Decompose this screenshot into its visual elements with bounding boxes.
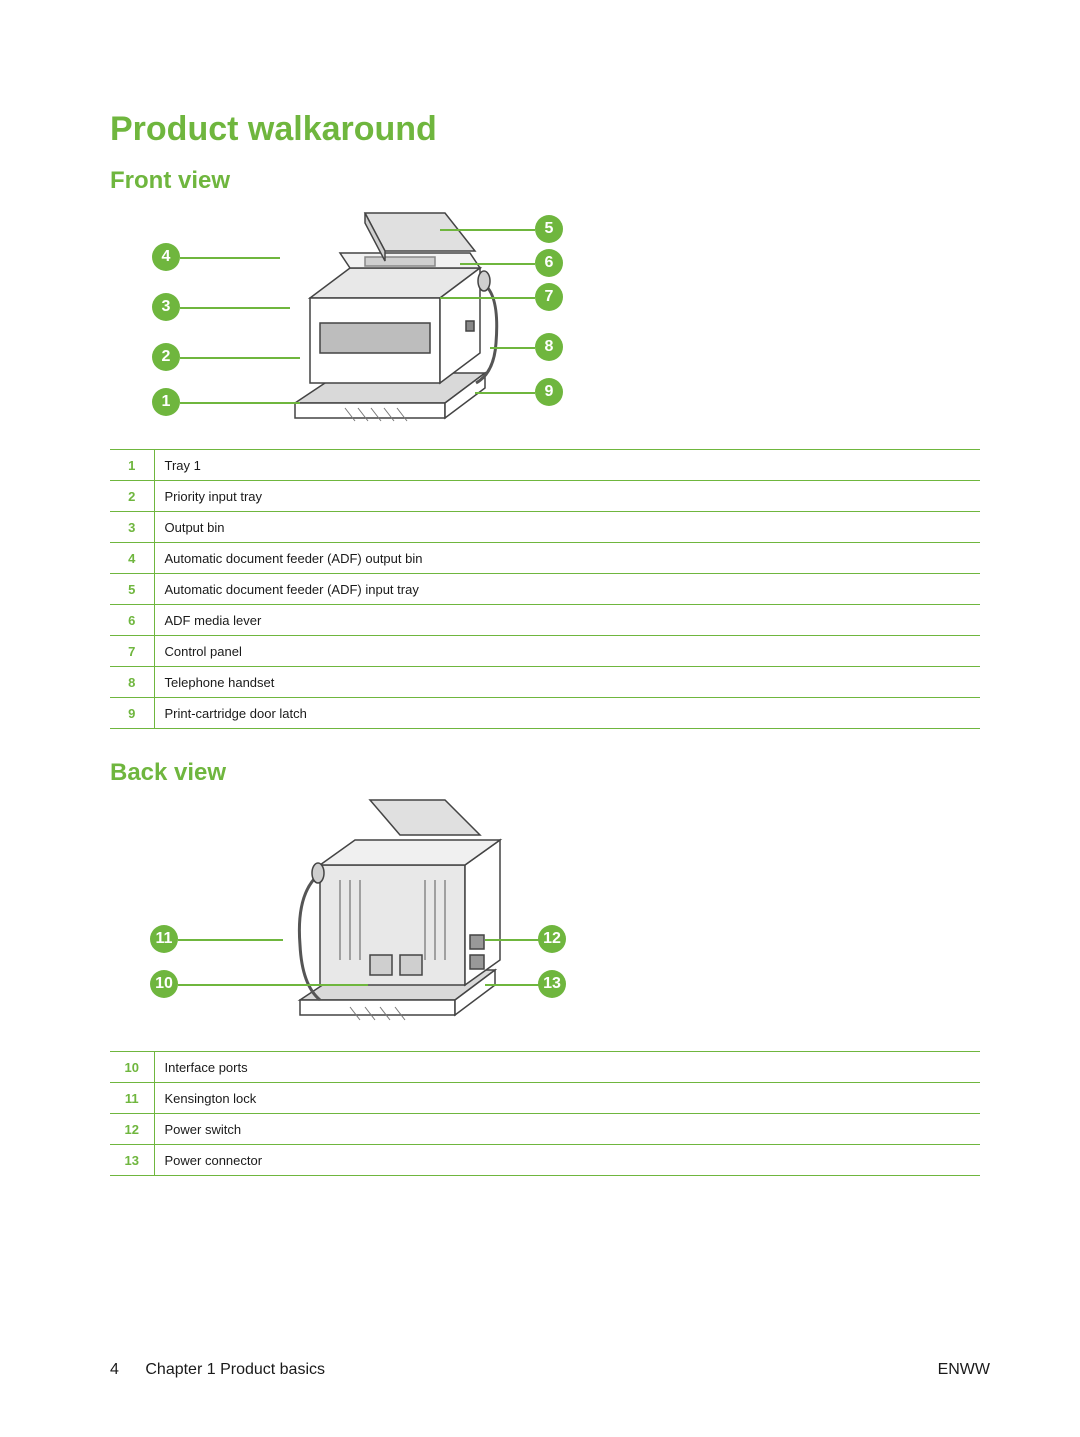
table-row: 6ADF media lever xyxy=(110,605,980,636)
part-label: Automatic document feeder (ADF) input tr… xyxy=(154,574,980,605)
callout-2: 2 xyxy=(152,343,180,371)
part-number: 13 xyxy=(110,1145,154,1176)
part-number: 9 xyxy=(110,698,154,729)
front-view-diagram: 4 3 2 1 5 6 7 8 9 xyxy=(140,203,640,443)
part-number: 2 xyxy=(110,481,154,512)
part-label: Kensington lock xyxy=(154,1083,980,1114)
page-number: 4 xyxy=(110,1361,119,1379)
part-number: 11 xyxy=(110,1083,154,1114)
part-label: ADF media lever xyxy=(154,605,980,636)
callout-4: 4 xyxy=(152,243,180,271)
document-page: Product walkaround Front view xyxy=(0,0,1080,1437)
leader xyxy=(485,984,540,986)
table-row: 2Priority input tray xyxy=(110,481,980,512)
callout-8: 8 xyxy=(535,333,563,361)
part-label: Automatic document feeder (ADF) output b… xyxy=(154,543,980,574)
callout-11: 11 xyxy=(150,925,178,953)
callout-7: 7 xyxy=(535,283,563,311)
part-label: Control panel xyxy=(154,636,980,667)
leader xyxy=(460,263,535,265)
back-view-heading: Back view xyxy=(110,759,990,787)
table-row: 10Interface ports xyxy=(110,1052,980,1083)
part-label: Telephone handset xyxy=(154,667,980,698)
part-label: Tray 1 xyxy=(154,450,980,481)
part-label: Output bin xyxy=(154,512,980,543)
table-row: 12Power switch xyxy=(110,1114,980,1145)
part-number: 12 xyxy=(110,1114,154,1145)
part-number: 8 xyxy=(110,667,154,698)
table-row: 8Telephone handset xyxy=(110,667,980,698)
leader xyxy=(180,402,300,404)
table-row: 3Output bin xyxy=(110,512,980,543)
back-view-section: Back view xyxy=(110,759,990,1176)
leader xyxy=(475,392,535,394)
part-number: 1 xyxy=(110,450,154,481)
leader xyxy=(178,939,283,941)
part-label: Power switch xyxy=(154,1114,980,1145)
callout-10: 10 xyxy=(150,970,178,998)
leader xyxy=(485,939,540,941)
leader xyxy=(440,297,535,299)
footer-right: ENWW xyxy=(938,1361,990,1379)
front-view-heading: Front view xyxy=(110,167,990,195)
callout-5: 5 xyxy=(535,215,563,243)
callout-9: 9 xyxy=(535,378,563,406)
table-row: 1Tray 1 xyxy=(110,450,980,481)
table-row: 11Kensington lock xyxy=(110,1083,980,1114)
part-number: 3 xyxy=(110,512,154,543)
leader xyxy=(178,984,368,986)
table-row: 7Control panel xyxy=(110,636,980,667)
page-title: Product walkaround xyxy=(110,110,990,149)
table-row: 13Power connector xyxy=(110,1145,980,1176)
callout-6: 6 xyxy=(535,249,563,277)
printer-front-illustration xyxy=(270,203,520,443)
callout-1: 1 xyxy=(152,388,180,416)
part-number: 6 xyxy=(110,605,154,636)
part-label: Power connector xyxy=(154,1145,980,1176)
table-row: 4Automatic document feeder (ADF) output … xyxy=(110,543,980,574)
part-label: Print-cartridge door latch xyxy=(154,698,980,729)
front-parts-table: 1Tray 1 2Priority input tray 3Output bin… xyxy=(110,449,980,729)
part-number: 5 xyxy=(110,574,154,605)
callout-3: 3 xyxy=(152,293,180,321)
table-row: 5Automatic document feeder (ADF) input t… xyxy=(110,574,980,605)
page-footer: 4 Chapter 1 Product basics ENWW xyxy=(110,1361,990,1379)
part-number: 7 xyxy=(110,636,154,667)
callout-13: 13 xyxy=(538,970,566,998)
part-label: Interface ports xyxy=(154,1052,980,1083)
back-view-diagram: 11 10 12 13 xyxy=(140,795,640,1045)
leader xyxy=(180,307,290,309)
leader xyxy=(180,357,300,359)
printer-back-illustration xyxy=(270,795,520,1045)
leader xyxy=(180,257,280,259)
part-label: Priority input tray xyxy=(154,481,980,512)
leader xyxy=(490,347,535,349)
part-number: 10 xyxy=(110,1052,154,1083)
callout-12: 12 xyxy=(538,925,566,953)
front-view-section: Front view xyxy=(110,167,990,729)
footer-left: 4 Chapter 1 Product basics xyxy=(110,1361,325,1379)
chapter-label: Chapter 1 Product basics xyxy=(145,1361,325,1378)
leader xyxy=(440,229,535,231)
part-number: 4 xyxy=(110,543,154,574)
table-row: 9Print-cartridge door latch xyxy=(110,698,980,729)
back-parts-table: 10Interface ports 11Kensington lock 12Po… xyxy=(110,1051,980,1176)
